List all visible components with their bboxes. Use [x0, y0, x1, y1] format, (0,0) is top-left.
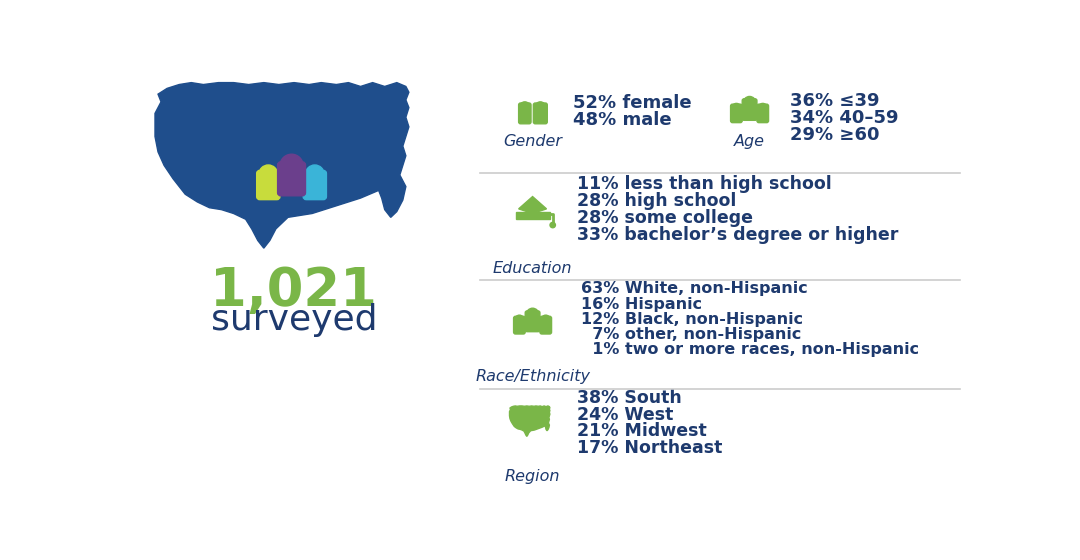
- FancyBboxPatch shape: [525, 311, 540, 332]
- Circle shape: [259, 165, 278, 184]
- Polygon shape: [518, 197, 546, 213]
- Text: 52% female: 52% female: [572, 95, 691, 113]
- Circle shape: [515, 315, 524, 324]
- Circle shape: [280, 154, 303, 178]
- Text: 12% Black, non-Hispanic: 12% Black, non-Hispanic: [581, 312, 802, 327]
- Circle shape: [732, 104, 741, 113]
- FancyBboxPatch shape: [303, 170, 326, 200]
- Circle shape: [550, 222, 555, 228]
- Text: 33% bachelor’s degree or higher: 33% bachelor’s degree or higher: [577, 226, 899, 244]
- Text: surveyed: surveyed: [211, 303, 377, 337]
- Text: 16% Hispanic: 16% Hispanic: [581, 297, 702, 312]
- Text: 17% Northeast: 17% Northeast: [577, 440, 723, 458]
- Text: 1,021: 1,021: [211, 264, 377, 316]
- FancyBboxPatch shape: [515, 212, 550, 219]
- FancyBboxPatch shape: [257, 170, 280, 200]
- FancyBboxPatch shape: [730, 104, 742, 123]
- Circle shape: [743, 96, 756, 109]
- Circle shape: [306, 165, 324, 184]
- FancyBboxPatch shape: [742, 99, 757, 120]
- FancyBboxPatch shape: [278, 162, 306, 196]
- Text: 1% two or more races, non-Hispanic: 1% two or more races, non-Hispanic: [581, 342, 919, 357]
- Text: Gender: Gender: [503, 134, 562, 150]
- Polygon shape: [156, 83, 409, 248]
- Circle shape: [526, 308, 539, 320]
- Circle shape: [758, 104, 768, 113]
- Text: 28% high school: 28% high school: [577, 192, 737, 210]
- FancyBboxPatch shape: [757, 104, 769, 123]
- Text: 48% male: 48% male: [572, 111, 672, 129]
- Circle shape: [535, 102, 545, 113]
- FancyBboxPatch shape: [518, 103, 531, 124]
- Text: 24% West: 24% West: [577, 406, 673, 424]
- Text: 34% 40–59: 34% 40–59: [789, 109, 899, 127]
- Text: 21% Midwest: 21% Midwest: [577, 422, 706, 440]
- Text: 7% other, non-Hispanic: 7% other, non-Hispanic: [581, 327, 801, 342]
- Text: Region: Region: [504, 469, 561, 484]
- Polygon shape: [510, 406, 550, 436]
- Text: Age: Age: [734, 134, 765, 150]
- Text: 28% some college: 28% some college: [577, 209, 753, 227]
- Text: 38% South: 38% South: [577, 389, 681, 407]
- Circle shape: [519, 102, 530, 113]
- FancyBboxPatch shape: [514, 316, 525, 334]
- FancyBboxPatch shape: [540, 316, 552, 334]
- Text: 29% ≥60: 29% ≥60: [789, 126, 879, 144]
- Text: 36% ≤39: 36% ≤39: [789, 92, 879, 110]
- Circle shape: [541, 315, 551, 324]
- Text: Education: Education: [492, 262, 572, 277]
- FancyBboxPatch shape: [534, 103, 548, 124]
- Text: Race/Ethnicity: Race/Ethnicity: [475, 369, 590, 384]
- Text: 63% White, non-Hispanic: 63% White, non-Hispanic: [581, 282, 808, 296]
- Text: 11% less than high school: 11% less than high school: [577, 175, 832, 193]
